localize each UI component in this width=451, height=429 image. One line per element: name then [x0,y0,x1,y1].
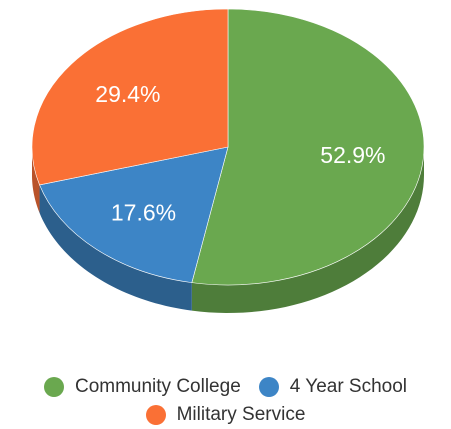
slice-label-military-service: 29.4% [95,81,160,107]
legend-item-military-service[interactable]: Military Service [145,404,306,426]
pie-side-4-year-school [39,184,192,311]
legend-swatch-4-year-school [258,377,279,397]
legend-label-military-service: Military Service [176,404,306,425]
pie-slice-community-college[interactable] [191,8,425,286]
pie-label-layer: 52.9% 17.6% 29.4% [95,81,385,226]
legend-label-community-college: Community College [74,376,241,397]
legend-item-community-college[interactable]: Community College [43,376,241,398]
slice-label-4-year-school: 17.6% [111,199,176,225]
pie-slice-military-service[interactable] [31,8,229,186]
slice-label-community-college: 52.9% [320,142,385,168]
pie-slice-4-year-school[interactable] [39,146,229,283]
legend-row-1: Community College 4 Year School [0,376,451,398]
pie-depth-layer [32,147,424,313]
legend-label-4-year-school: 4 Year School [289,376,408,397]
legend-swatch-community-college [43,377,64,397]
pie-chart: 52.9% 17.6% 29.4% [31,8,425,313]
legend-swatch-military-service [145,405,166,425]
pie-side-military-service [32,147,40,213]
legend-item-4-year-school[interactable]: 4 Year School [258,376,408,398]
pie-side-community-college [191,147,424,313]
pie-top-layer [31,8,425,286]
legend-row-2: Military Service [0,404,451,426]
